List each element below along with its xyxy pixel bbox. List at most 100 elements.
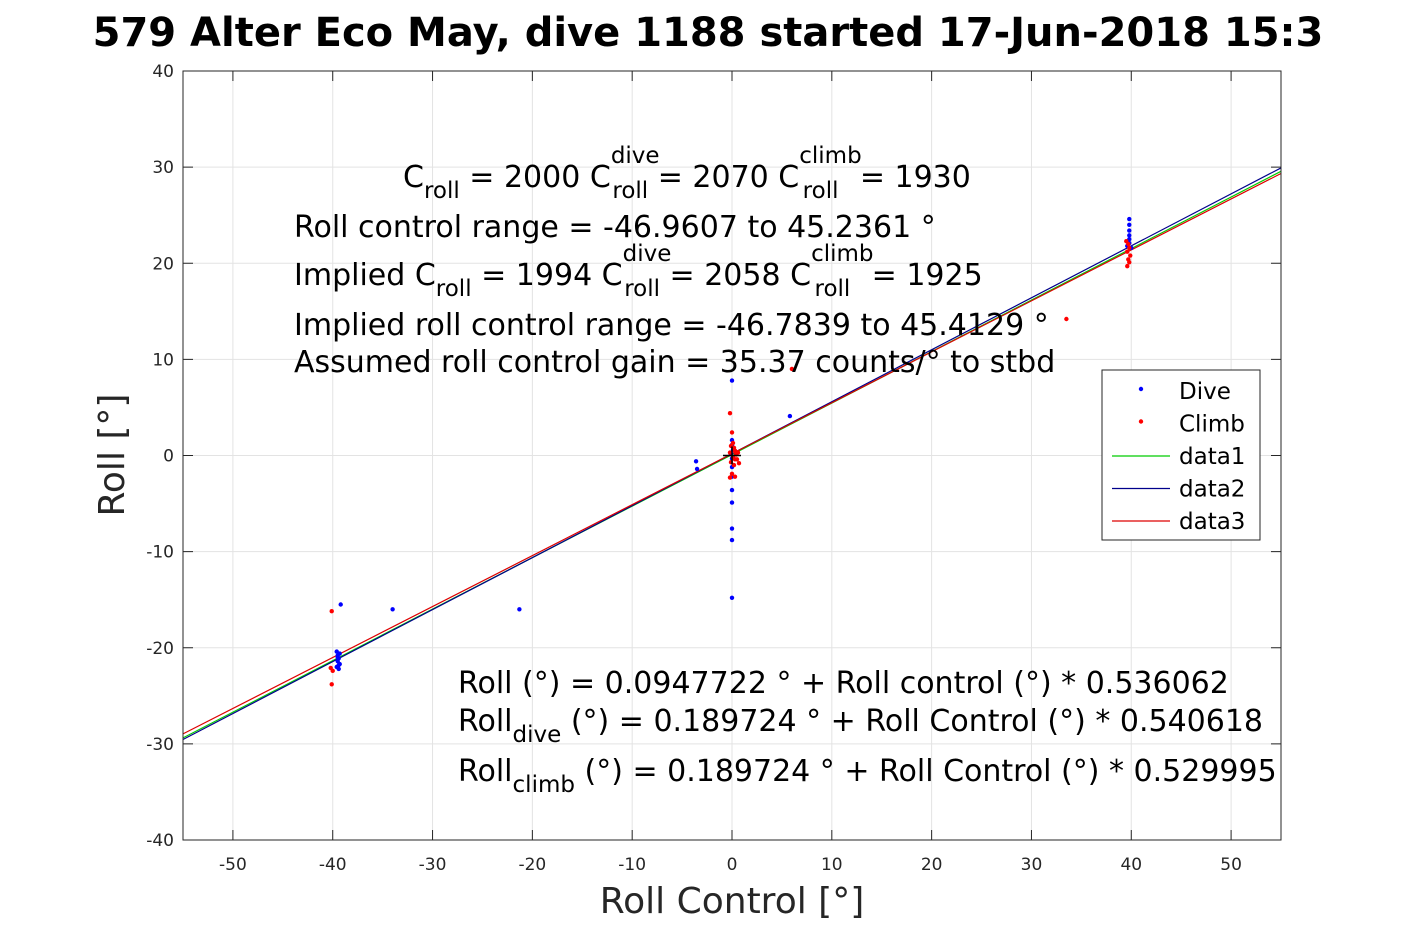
point-dive (517, 607, 522, 612)
y-tick-label: 40 (152, 62, 174, 82)
annotation-run: Assumed roll control gain = 35.37 counts… (294, 345, 1055, 380)
annotation-line: Rollclimb (°) = 0.189724 ° + Roll Contro… (458, 754, 1277, 798)
annotation-line: Assumed roll control gain = 35.37 counts… (294, 345, 1055, 380)
x-tick-label: 30 (1021, 855, 1043, 875)
subscript: roll (815, 276, 851, 302)
annotation-line: Roll control range = -46.9607 to 45.2361… (294, 210, 936, 245)
annotation-run: = 1930 (850, 160, 971, 195)
point-dive (694, 466, 700, 472)
x-tick-label: -10 (618, 855, 646, 875)
annotation-run: (°) = 0.189724 ° + Roll Control (°) * 0.… (561, 704, 1263, 739)
point-climb (727, 450, 733, 455)
annotation-run: Roll (458, 704, 513, 739)
subscript: roll (436, 276, 472, 302)
y-tick-label: -10 (146, 543, 174, 563)
data-points (328, 216, 1134, 687)
legend-swatch-climb (1138, 419, 1144, 424)
x-tick-label: 0 (727, 855, 738, 875)
annotation-line: Rolldive (°) = 0.189724 ° + Roll Control… (458, 704, 1263, 748)
point-climb (736, 460, 742, 466)
point-climb (330, 668, 335, 674)
point-dive (336, 662, 341, 668)
point-dive (729, 526, 735, 531)
legend-label: data3 (1179, 509, 1245, 535)
y-tick-label: 0 (163, 447, 174, 467)
point-climb (729, 471, 735, 476)
point-dive (693, 459, 699, 464)
y-tick-label: -30 (146, 735, 174, 755)
point-climb (735, 450, 741, 455)
annotation-run: = 1925 (862, 258, 983, 293)
x-tick-label: 20 (921, 855, 943, 875)
chart-title: 579 Alter Eco May, dive 1188 started 17-… (93, 10, 1324, 56)
point-climb (727, 475, 733, 480)
y-tick-label: -40 (146, 831, 174, 851)
y-tick-label: 20 (152, 254, 174, 274)
subscript: roll (624, 276, 660, 302)
x-tick-label: -20 (518, 855, 546, 875)
axis-ticks: -50 -40 -30 -20 -10 0 10 20 30 40 50 -40 -30 -20 -10 0 1… (146, 62, 1281, 875)
annotation-run: C (403, 160, 424, 195)
subscript: roll (803, 178, 839, 204)
legend-label: data2 (1179, 477, 1245, 503)
x-tick-label: 40 (1120, 855, 1142, 875)
point-dive (1127, 222, 1132, 227)
point-dive (1127, 216, 1132, 222)
y-axis-label: Roll [°] (92, 394, 133, 517)
annotation-run: Roll (458, 754, 513, 789)
superscript: dive (623, 241, 672, 267)
point-climb (1126, 241, 1131, 247)
x-axis-label: Roll Control [°] (600, 881, 865, 922)
annotations: Croll = 2000 Cdive roll = 2070 Cclimb roll… (294, 143, 1277, 798)
point-climb (329, 609, 334, 614)
y-tick-label: 10 (152, 350, 174, 370)
superscript: climb (811, 241, 873, 267)
annotation-line: Roll (°) = 0.0947722 ° + Roll control (°… (458, 666, 1229, 701)
origin-marker (723, 446, 741, 465)
point-dive (336, 666, 341, 672)
point-climb (1127, 245, 1132, 251)
annotation-run: = 2070 C (648, 160, 799, 195)
annotation-line: Implied Croll = 1994 Cdive roll = 2058 Cc… (294, 241, 983, 302)
point-climb (1128, 253, 1133, 258)
point-dive (390, 607, 395, 612)
point-dive (1127, 228, 1132, 233)
annotation-run: Implied roll control range = -46.7839 to… (294, 308, 1049, 343)
annotation-run: = 1994 C (472, 258, 623, 293)
legend-box (1101, 369, 1261, 541)
point-climb (1064, 316, 1069, 322)
legend-swatch-dive (1138, 386, 1144, 392)
subscript: roll (612, 178, 648, 204)
y-tick-label: 30 (152, 158, 174, 178)
annotation-run: Implied C (294, 258, 436, 293)
y-tick-label: -20 (146, 639, 174, 659)
point-climb (329, 682, 334, 687)
point-climb (789, 366, 795, 372)
point-climb (731, 462, 737, 468)
subscript: roll (424, 178, 460, 204)
legend-label: data1 (1179, 444, 1245, 470)
annotation-run: Roll (°) = 0.0947722 ° + Roll control (°… (458, 666, 1229, 701)
point-dive (787, 413, 793, 419)
x-tick-label: 10 (821, 855, 843, 875)
x-tick-label: -40 (319, 855, 347, 875)
point-climb (1125, 263, 1130, 269)
subscript: climb (513, 772, 575, 798)
point-climb (1125, 249, 1130, 254)
point-dive (337, 651, 342, 656)
annotation-run: = 2058 C (660, 258, 811, 293)
point-dive (729, 537, 735, 543)
point-climb (734, 457, 740, 462)
legend-label: Climb (1179, 412, 1245, 438)
point-dive (729, 595, 735, 600)
x-tick-label: -50 (219, 855, 247, 875)
point-dive (729, 487, 735, 493)
point-climb (1127, 260, 1132, 265)
annotation-run: (°) = 0.189724 ° + Roll Control (°) * 0.… (575, 754, 1277, 789)
superscript: climb (799, 143, 861, 169)
point-dive (1127, 233, 1132, 238)
point-dive (729, 378, 735, 383)
point-dive (338, 602, 343, 607)
annotation-run: = 2000 C (460, 160, 611, 195)
